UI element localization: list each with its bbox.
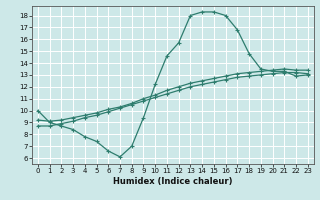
X-axis label: Humidex (Indice chaleur): Humidex (Indice chaleur)	[113, 177, 233, 186]
